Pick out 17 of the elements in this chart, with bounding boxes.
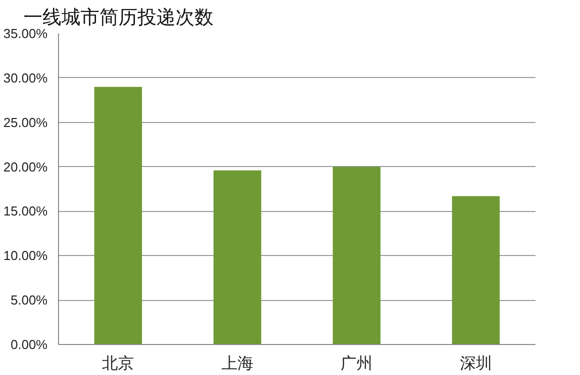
bar xyxy=(332,166,380,344)
x-tick-label: 广州 xyxy=(340,354,373,372)
y-tick-label: 10.00% xyxy=(3,248,48,264)
y-tick-label: 15.00% xyxy=(3,204,48,219)
x-tick-label: 北京 xyxy=(102,354,134,372)
y-tick-label: 0.00% xyxy=(10,337,48,352)
y-tick-label: 20.00% xyxy=(3,159,48,174)
y-tick-label: 5.00% xyxy=(10,292,48,308)
y-tick-label: 25.00% xyxy=(3,114,48,130)
x-tick-label: 深圳 xyxy=(460,354,492,372)
x-tick-label: 上海 xyxy=(221,354,254,372)
bar xyxy=(94,86,142,344)
y-tick-label: 30.00% xyxy=(3,70,48,86)
chart-title: 一线城市简历投递次数 xyxy=(24,6,214,28)
y-tick-label: 35.00% xyxy=(3,26,48,41)
bar xyxy=(452,196,500,344)
bar xyxy=(214,170,262,344)
